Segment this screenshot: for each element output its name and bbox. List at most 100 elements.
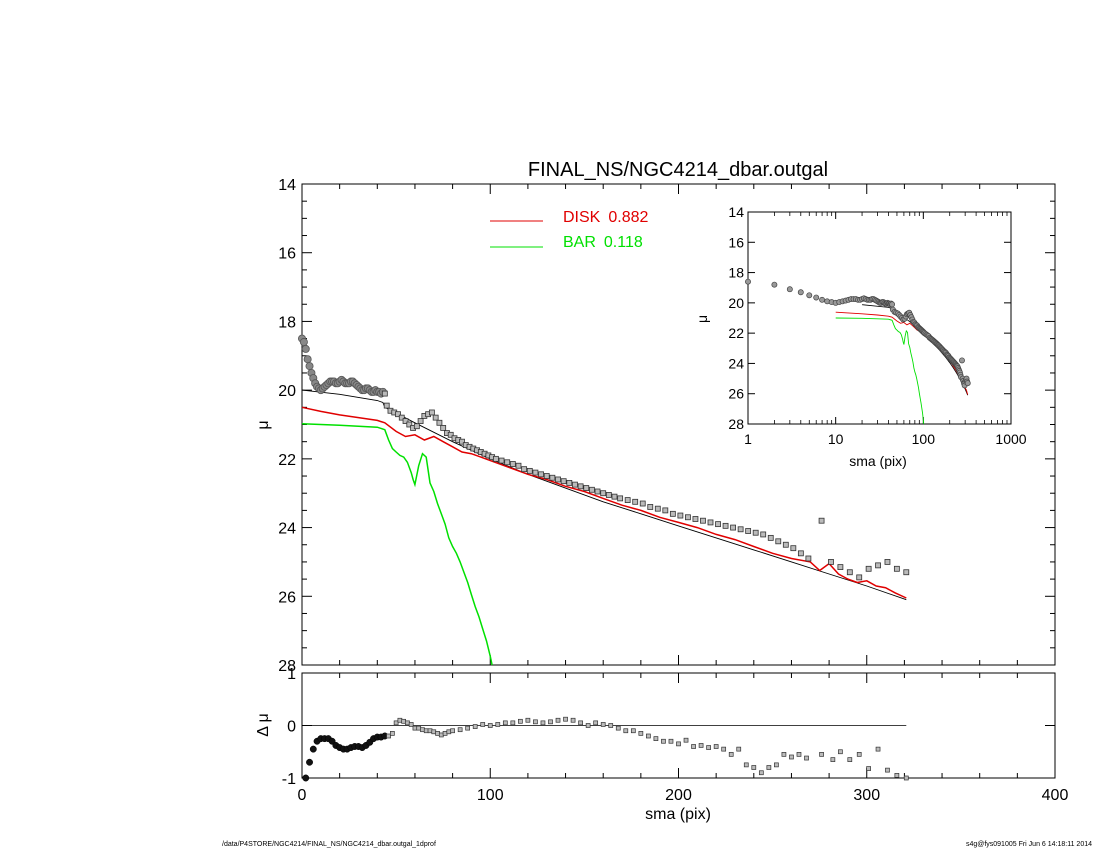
- data-point: [549, 474, 556, 481]
- residual-point: [615, 725, 621, 731]
- data-point: [492, 455, 499, 462]
- x-tick-label: 400: [1042, 787, 1069, 804]
- data-point: [526, 467, 533, 474]
- inset-y-tick-label: 18: [728, 265, 744, 281]
- data-point: [611, 493, 618, 500]
- inset-x-tick-label: 1000: [995, 431, 1026, 447]
- residual-point: [691, 744, 696, 749]
- main-y-tick-label: 28: [278, 658, 296, 675]
- x-tick-label: 300: [853, 787, 880, 804]
- data-point: [700, 517, 706, 524]
- chart-title: FINAL_NS/NGC4214_dbar.outgal: [528, 159, 828, 181]
- data-point: [715, 521, 721, 528]
- inset-y-tick-label: 20: [728, 295, 744, 311]
- residual-point: [386, 733, 391, 739]
- legend-bar-label: BAR 0.118: [563, 234, 643, 251]
- data-point: [605, 492, 612, 498]
- inset-y-tick-label: 14: [728, 204, 744, 220]
- data-point: [555, 476, 561, 483]
- inset-x-axis-label: sma (pix): [849, 453, 907, 469]
- x-tick-label: 100: [477, 787, 504, 804]
- inset-data-point: [797, 289, 804, 296]
- residual-point: [608, 723, 614, 728]
- residual-point: [540, 720, 546, 726]
- residual-point: [416, 725, 422, 731]
- residual-point: [600, 722, 606, 727]
- data-point: [752, 529, 759, 536]
- residual-point: [442, 731, 448, 736]
- inset-x-tick-label: 100: [912, 431, 936, 447]
- data-point: [685, 514, 691, 521]
- inset-y-tick-label: 16: [728, 234, 744, 250]
- model-total-line-path: [301, 389, 907, 601]
- inset-data-point: [959, 357, 965, 364]
- data-point: [406, 421, 413, 428]
- data-point: [301, 344, 310, 353]
- inset-y-tick-label: 22: [728, 325, 744, 341]
- main-y-tick-label: 26: [278, 589, 296, 606]
- main-y-tick-label: 16: [278, 246, 296, 263]
- residual-point: [390, 731, 395, 736]
- residual-point: [393, 720, 399, 726]
- data-point: [447, 431, 454, 438]
- main-y-tick-label: 22: [278, 452, 296, 469]
- residual-y-tick-label: 1: [287, 666, 296, 683]
- residual-point: [653, 736, 659, 741]
- residual-point: [646, 733, 651, 739]
- residual-point: [570, 717, 576, 723]
- inset-panel: 1 10 100 1000 14 16 18 20 22 24 26 28 sma (pix) μ: [694, 204, 1027, 469]
- residual-point: [630, 728, 636, 734]
- residual-point: [480, 722, 486, 727]
- residual-point: [548, 719, 553, 725]
- residual-point: [894, 773, 900, 778]
- residual-point: [903, 775, 909, 781]
- data-point: [560, 478, 567, 485]
- data-point: [305, 362, 314, 371]
- model-total-line: [301, 389, 907, 601]
- main-axis-ticks: [301, 183, 1056, 666]
- residual-point: [856, 752, 862, 757]
- footer-timestamp: s4g@fys091005 Fri Jun 6 14:18:11 2014: [965, 841, 1092, 848]
- data-point: [647, 504, 654, 510]
- residual-point: [401, 718, 407, 724]
- residual-point: [518, 718, 523, 724]
- inset-tick-labels: 1 10 100 1000 14 16 18 20 22 24 26 28: [728, 204, 1026, 447]
- data-point: [498, 457, 505, 464]
- data-point: [521, 466, 528, 473]
- data-point: [538, 471, 544, 478]
- data-point: [775, 538, 782, 545]
- data-point: [436, 419, 443, 426]
- residual-point: [487, 723, 493, 728]
- data-point: [707, 519, 714, 526]
- data-point: [782, 541, 789, 548]
- data-point: [617, 495, 624, 502]
- residual-point: [721, 746, 727, 752]
- data-point: [818, 517, 825, 524]
- data-point: [632, 498, 639, 505]
- data-point: [677, 512, 684, 519]
- data-point: [566, 480, 573, 486]
- residual-point: [457, 727, 463, 733]
- residual-point: [796, 752, 802, 757]
- main-y-axis-label: μ: [255, 420, 272, 429]
- data-point: [639, 500, 646, 507]
- residual-point: [838, 749, 843, 755]
- data-point: [395, 411, 401, 418]
- main-panel: FINAL_NS/NGC4214_dbar.outgal 14 16 18 20 22 2…: [255, 159, 1056, 675]
- residual-point: [450, 728, 455, 734]
- residual-points: [302, 716, 909, 782]
- data-point: [797, 550, 804, 557]
- residual-point: [510, 720, 516, 726]
- inset-data-point: [745, 278, 751, 285]
- data-point: [572, 481, 578, 488]
- residual-point: [676, 741, 681, 747]
- residual-y-tick-label: -1: [282, 771, 296, 788]
- inset-data-point: [806, 292, 813, 299]
- residual-point: [585, 723, 591, 728]
- residual-point: [593, 720, 599, 726]
- data-point: [669, 510, 676, 517]
- residual-point: [555, 717, 561, 723]
- residual-point: [661, 738, 666, 744]
